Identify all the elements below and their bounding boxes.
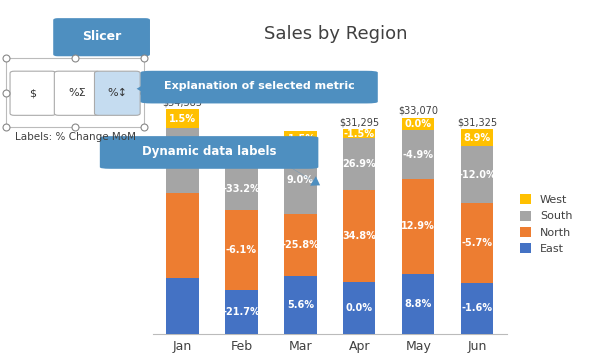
Bar	[167, 109, 199, 128]
Text: -6.1%: -6.1%	[226, 245, 257, 255]
Text: 0.0%: 0.0%	[405, 119, 432, 129]
FancyBboxPatch shape	[100, 136, 319, 169]
Text: 5.6%: 5.6%	[287, 300, 314, 310]
Bar	[461, 283, 493, 334]
Bar	[343, 130, 376, 138]
FancyArrowPatch shape	[137, 84, 153, 94]
FancyBboxPatch shape	[53, 18, 150, 56]
FancyArrowPatch shape	[290, 167, 320, 186]
Bar	[284, 131, 317, 146]
Bar	[461, 146, 493, 203]
Bar	[284, 146, 317, 214]
Text: -12.0%: -12.0%	[458, 170, 496, 180]
Text: 1.5%: 1.5%	[169, 114, 196, 124]
FancyBboxPatch shape	[141, 71, 378, 103]
Text: -1.5%: -1.5%	[344, 129, 375, 139]
Text: 8.8%: 8.8%	[405, 299, 432, 309]
Text: Slicer: Slicer	[82, 30, 121, 43]
Text: 34.8%: 34.8%	[342, 231, 376, 241]
FancyArrowPatch shape	[71, 57, 81, 69]
Text: Sales by Region: Sales by Region	[264, 25, 408, 44]
Text: -1.6%: -1.6%	[462, 303, 492, 314]
Bar	[402, 118, 434, 130]
Bar	[343, 138, 376, 190]
Text: -4.9%: -4.9%	[403, 150, 434, 160]
Bar	[225, 290, 258, 334]
Bar	[225, 211, 258, 290]
FancyBboxPatch shape	[54, 71, 100, 115]
Text: Explanation of selected metric: Explanation of selected metric	[164, 81, 355, 91]
Text: $31,325: $31,325	[457, 117, 497, 127]
Bar	[343, 282, 376, 334]
Bar	[225, 151, 258, 167]
Bar	[284, 276, 317, 334]
Text: 8.9%: 8.9%	[464, 132, 491, 143]
Bar	[402, 274, 434, 334]
Bar	[225, 167, 258, 211]
Bar	[402, 179, 434, 274]
Bar	[167, 128, 199, 193]
Text: Labels: % Change MoM: Labels: % Change MoM	[15, 132, 135, 142]
Bar	[461, 203, 493, 283]
Legend: West, South, North, East: West, South, North, East	[515, 190, 577, 258]
Text: 0.0%: 0.0%	[346, 303, 373, 313]
Bar	[343, 190, 376, 282]
Text: %↕: %↕	[107, 88, 127, 98]
FancyBboxPatch shape	[10, 71, 56, 115]
Text: -1.5%: -1.5%	[285, 134, 316, 144]
Bar	[167, 278, 199, 334]
Bar	[461, 129, 493, 146]
Text: 9.0%: 9.0%	[287, 175, 314, 185]
Text: 12.9%: 12.9%	[401, 221, 435, 232]
Bar	[402, 130, 434, 179]
Text: -25.8%: -25.8%	[282, 240, 319, 250]
Text: %Σ: %Σ	[68, 88, 86, 98]
Text: -5.7%: -5.7%	[462, 238, 492, 248]
Text: Dynamic data labels: Dynamic data labels	[142, 145, 276, 158]
Text: $33,070: $33,070	[398, 106, 438, 116]
Bar	[284, 214, 317, 276]
Text: $31,295: $31,295	[339, 118, 379, 127]
Text: 26.9%: 26.9%	[342, 159, 376, 169]
Text: $34,385: $34,385	[163, 97, 203, 107]
Text: 1.5%: 1.5%	[228, 154, 255, 164]
Text: -33.2%: -33.2%	[223, 184, 260, 193]
Text: -21.7%: -21.7%	[223, 307, 260, 317]
FancyBboxPatch shape	[94, 71, 140, 115]
Text: $: $	[29, 88, 37, 98]
Bar	[167, 193, 199, 278]
